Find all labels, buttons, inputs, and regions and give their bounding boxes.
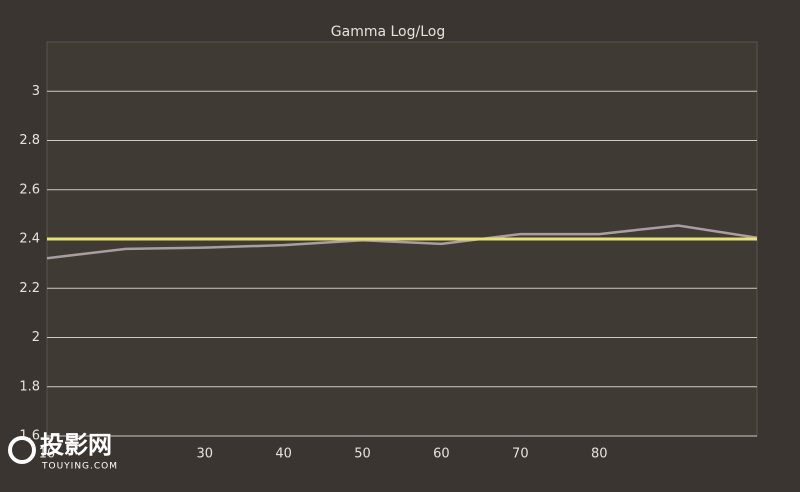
watermark-site: TOUYING.COM bbox=[41, 462, 118, 472]
y-tick-label: 2 bbox=[32, 330, 40, 345]
x-tick-label: 70 bbox=[512, 447, 529, 462]
x-tick-label: 10 bbox=[39, 447, 56, 462]
x-tick-label: 60 bbox=[433, 447, 450, 462]
data-line bbox=[46, 224, 758, 260]
x-tick-label: 50 bbox=[354, 447, 371, 462]
y-tick-label: 1.8 bbox=[19, 379, 40, 394]
y-tick-label: 2.8 bbox=[19, 133, 40, 148]
y-tick-label: 2.6 bbox=[19, 182, 40, 197]
y-tick-label: 3 bbox=[32, 84, 40, 99]
chart-title: Gamma Log/Log bbox=[331, 24, 445, 40]
watermark-icon bbox=[8, 436, 36, 464]
watermark: 投影网 TOUYING.COM bbox=[8, 431, 118, 472]
x-tick-label: 30 bbox=[197, 447, 214, 462]
x-tick-label: 80 bbox=[591, 447, 608, 462]
x-tick-label: 40 bbox=[275, 447, 292, 462]
watermark-logo: 投影网 bbox=[40, 431, 112, 459]
y-tick-label: 2.4 bbox=[19, 232, 40, 247]
y-tick-label: 2.2 bbox=[19, 281, 40, 296]
